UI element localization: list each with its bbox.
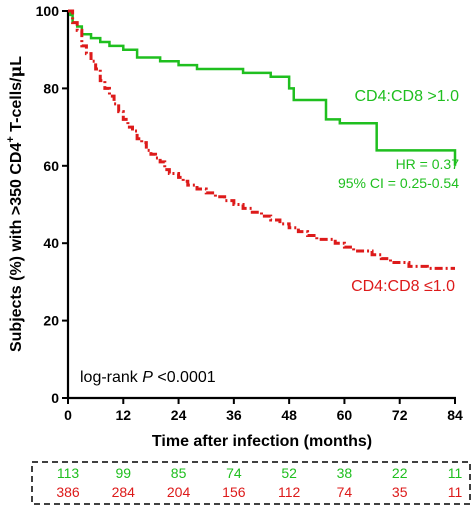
series-label-green: CD4:CD8 >1.0 <box>355 88 460 105</box>
at-risk-red-value: 74 <box>337 484 353 500</box>
x-tick-label: 24 <box>171 407 187 423</box>
x-tick-label: 12 <box>115 407 131 423</box>
at-risk-red-value: 11 <box>448 484 463 500</box>
x-tick-label: 48 <box>281 407 297 423</box>
at-risk-red-value: 112 <box>278 484 301 500</box>
x-ticks: 0 12 24 36 48 60 72 84 <box>64 398 463 423</box>
at-risk-red-value: 156 <box>222 484 246 500</box>
y-tick-label: 80 <box>43 80 59 96</box>
series-label-red: CD4:CD8 ≤1.0 <box>351 278 455 295</box>
at-risk-green-value: 74 <box>226 465 242 481</box>
at-risk-green-value: 85 <box>171 465 187 481</box>
at-risk-green-value: 11 <box>448 465 463 481</box>
y-tick-label: 60 <box>43 158 59 174</box>
series-line-red <box>68 9 455 270</box>
hazard-ratio-text: HR = 0.37 <box>396 156 460 172</box>
at-risk-green-value: 99 <box>115 465 131 481</box>
at-risk-green-value: 113 <box>57 465 80 481</box>
x-tick-label: 36 <box>226 407 242 423</box>
at-risk-green-value: 52 <box>281 465 297 481</box>
at-risk-red-value: 35 <box>392 484 408 500</box>
confidence-interval-text: 95% CI = 0.25-0.54 <box>338 175 459 191</box>
y-axis-label: Subjects (%) with >350 CD4+ T-cells/μL <box>5 56 25 352</box>
at-risk-table: 113 99 85 74 52 38 22 11 386 284 204 156 112 74 35 11 <box>56 465 462 500</box>
at-risk-green-value: 22 <box>392 465 408 481</box>
x-tick-label: 0 <box>64 407 72 423</box>
x-tick-label: 72 <box>392 407 408 423</box>
at-risk-red-value: 284 <box>112 484 136 500</box>
y-tick-label: 40 <box>43 235 59 251</box>
y-tick-label: 20 <box>43 313 59 329</box>
x-tick-label: 84 <box>447 407 463 423</box>
x-axis-label: Time after infection (months) <box>152 433 372 450</box>
y-tick-label: 100 <box>36 3 60 19</box>
y-tick-label: 0 <box>51 390 59 406</box>
at-risk-red-value: 386 <box>56 484 80 500</box>
at-risk-green-value: 38 <box>337 465 353 481</box>
at-risk-red-value: 204 <box>167 484 191 500</box>
x-tick-label: 60 <box>337 407 353 423</box>
logrank-text: log-rank P <0.0001 <box>80 369 216 386</box>
series-layer <box>68 9 457 270</box>
y-ticks: 0 20 40 60 80 100 <box>36 3 68 406</box>
